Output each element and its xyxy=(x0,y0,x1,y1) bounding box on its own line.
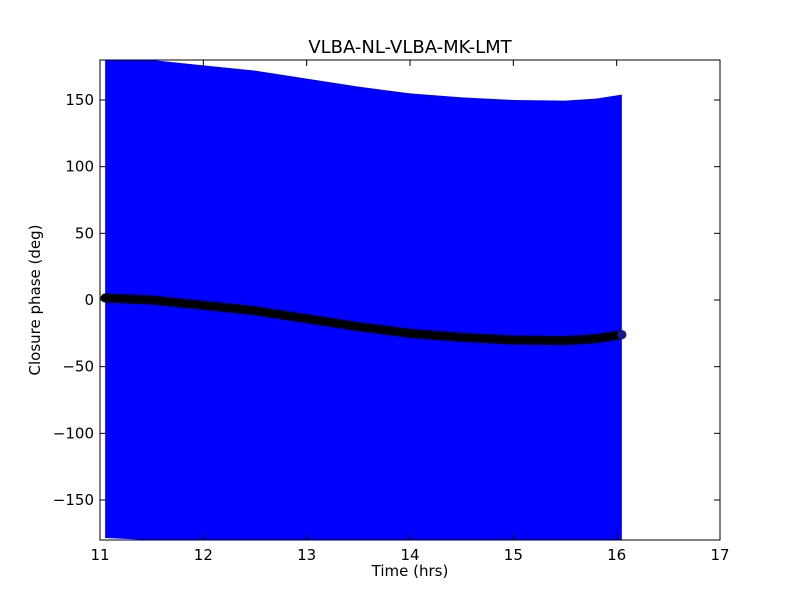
data-point xyxy=(405,328,415,338)
data-point xyxy=(147,295,157,305)
y-tick-label: −100 xyxy=(53,424,94,442)
x-tick-label: 16 xyxy=(607,546,626,564)
y-tick-label: 0 xyxy=(84,291,94,309)
data-point xyxy=(250,306,260,316)
data-point xyxy=(100,293,110,303)
error-band-layer xyxy=(105,60,622,540)
data-point xyxy=(353,322,363,332)
data-point xyxy=(617,330,627,340)
y-tick-label: 50 xyxy=(75,224,94,242)
x-tick-label: 13 xyxy=(297,546,316,564)
tick-labels-layer: 11 12 13 14 15 16 17 −150 −100 −50 0 50 100 150 xyxy=(53,91,730,564)
x-tick-label: 11 xyxy=(90,546,109,564)
y-tick-label: 150 xyxy=(65,91,94,109)
error-band xyxy=(105,60,622,540)
y-tick-label: 100 xyxy=(65,158,94,176)
y-axis-label: Closure phase (deg) xyxy=(26,225,44,376)
data-point xyxy=(198,300,208,310)
y-tick-label: −50 xyxy=(62,358,94,376)
series-line xyxy=(100,293,627,346)
data-point-layer xyxy=(100,293,627,346)
x-tick-label: 15 xyxy=(504,546,523,564)
data-point xyxy=(591,334,601,344)
axes-frame xyxy=(99,59,721,541)
series-line-layer xyxy=(100,293,627,346)
data-point xyxy=(302,314,312,324)
y-tick-label: −150 xyxy=(53,491,94,509)
x-axis-label: Time (hrs) xyxy=(371,562,449,580)
data-point xyxy=(457,332,467,342)
x-tick-label: 17 xyxy=(710,546,729,564)
plot-area xyxy=(100,60,720,540)
x-tick-label: 12 xyxy=(194,546,213,564)
data-point xyxy=(508,335,518,345)
x-tick-label: 14 xyxy=(400,546,419,564)
chart-title: VLBA-NL-VLBA-MK-LMT xyxy=(308,37,512,58)
data-point xyxy=(560,336,570,346)
